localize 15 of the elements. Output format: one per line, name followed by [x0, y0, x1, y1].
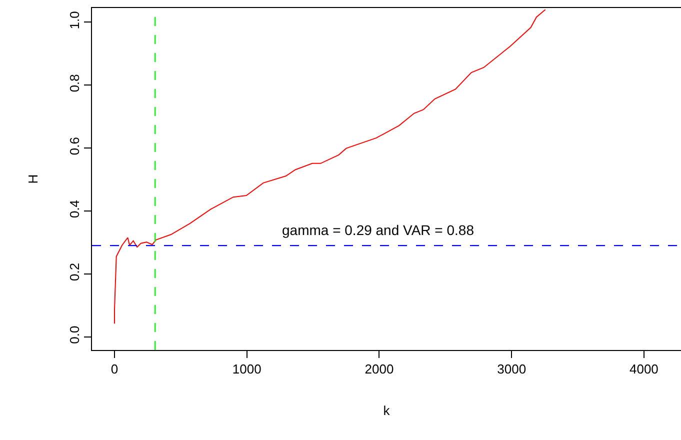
x-tick-label: 3000	[497, 362, 526, 377]
y-tick-label: 0.2	[66, 262, 82, 281]
x-tick-label: 0	[110, 362, 118, 377]
y-tick-label: 0.4	[66, 200, 82, 218]
annotation: gamma = 0.29 and VAR = 0.88	[282, 222, 474, 238]
y-tick-label: 0.0	[66, 326, 82, 344]
y-tick-label: 1.0	[66, 11, 82, 30]
x-axis-title: k	[383, 403, 390, 418]
line-series	[114, 9, 546, 324]
x-tick-label: 4000	[629, 362, 658, 377]
y-tick-label: 0.6	[66, 137, 82, 156]
y-axis-title: H	[26, 174, 41, 184]
y-tick-label: 0.8	[66, 74, 82, 92]
x-tick-label: 2000	[364, 362, 394, 377]
x-tick-label: 1000	[232, 362, 262, 377]
